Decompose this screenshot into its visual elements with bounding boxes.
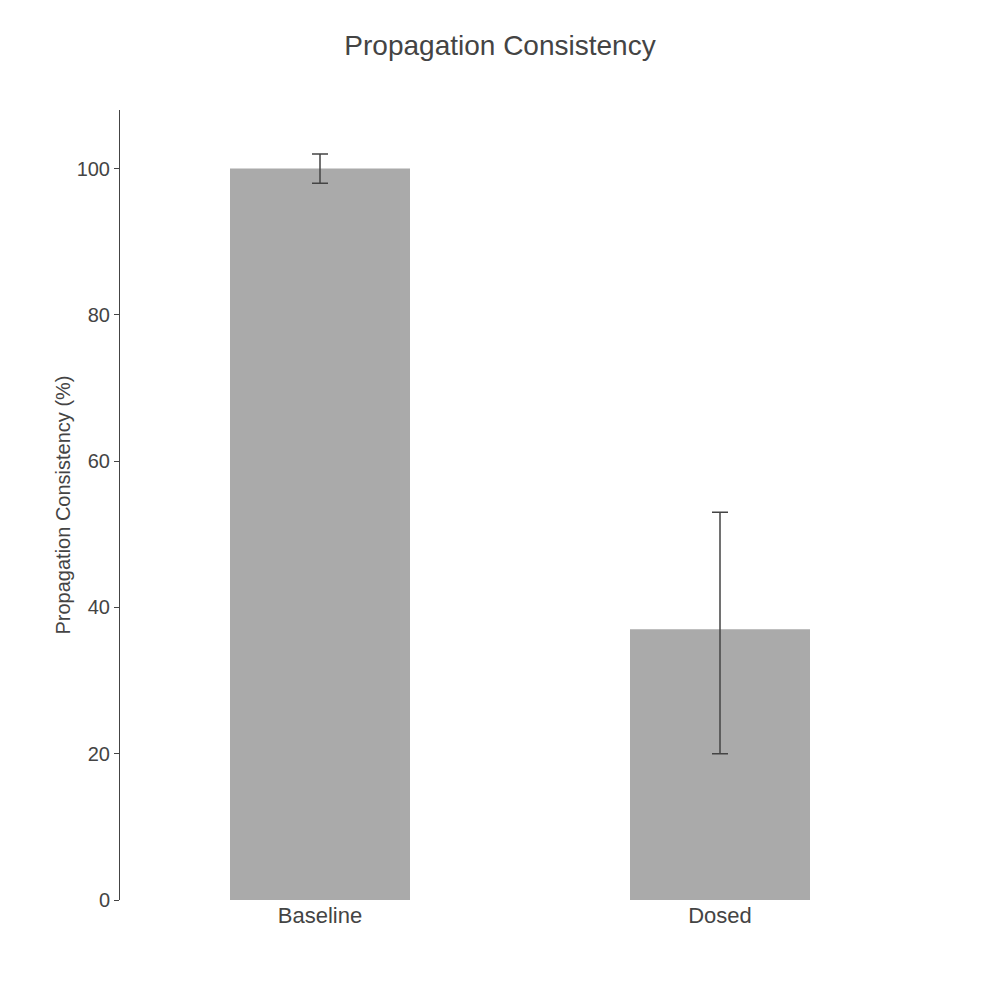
svg-text:Propagation Consistency: Propagation Consistency: [344, 30, 655, 61]
svg-text:20: 20: [88, 743, 110, 765]
svg-text:40: 40: [88, 596, 110, 618]
svg-text:0: 0: [99, 889, 110, 911]
svg-text:100: 100: [77, 158, 110, 180]
svg-text:80: 80: [88, 304, 110, 326]
svg-text:Propagation Consistency (%): Propagation Consistency (%): [52, 375, 74, 634]
svg-text:Baseline: Baseline: [278, 903, 362, 928]
svg-text:Dosed: Dosed: [688, 903, 752, 928]
svg-text:60: 60: [88, 450, 110, 472]
